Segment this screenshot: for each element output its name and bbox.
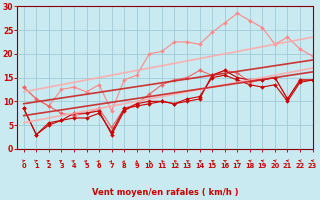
X-axis label: Vent moyen/en rafales ( km/h ): Vent moyen/en rafales ( km/h ): [92, 188, 238, 197]
